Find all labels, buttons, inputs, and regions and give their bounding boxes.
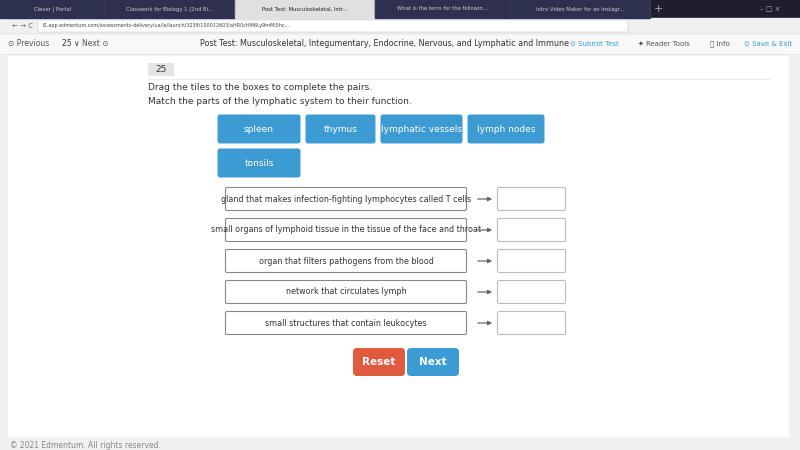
Text: lymph nodes: lymph nodes xyxy=(477,125,535,134)
FancyBboxPatch shape xyxy=(498,188,566,211)
Bar xyxy=(105,0,235,18)
Text: ← → C: ← → C xyxy=(12,23,33,29)
Text: tonsils: tonsils xyxy=(244,158,274,167)
Text: Post Test: Musculoskeletal, Integumentary, Endocrine, Nervous, and Lymphatic and: Post Test: Musculoskeletal, Integumentar… xyxy=(201,40,570,49)
FancyBboxPatch shape xyxy=(407,348,459,376)
Text: organ that filters pathogens from the blood: organ that filters pathogens from the bl… xyxy=(258,256,434,266)
Text: +: + xyxy=(654,4,662,14)
Text: Clever | Portal: Clever | Portal xyxy=(34,6,71,12)
FancyBboxPatch shape xyxy=(498,280,566,303)
FancyBboxPatch shape xyxy=(498,311,566,334)
Bar xyxy=(0,0,800,18)
FancyBboxPatch shape xyxy=(226,188,466,211)
Text: Intro Video Maker for an Instagr...: Intro Video Maker for an Instagr... xyxy=(536,6,624,12)
Text: © 2021 Edmentum. All rights reserved.: © 2021 Edmentum. All rights reserved. xyxy=(10,441,161,450)
FancyBboxPatch shape xyxy=(226,249,466,273)
Text: small structures that contain leukocytes: small structures that contain leukocytes xyxy=(265,319,427,328)
Text: spleen: spleen xyxy=(244,125,274,134)
Text: Match the parts of the lymphatic system to their function.: Match the parts of the lymphatic system … xyxy=(148,96,412,105)
Bar xyxy=(0,34,800,54)
Bar xyxy=(0,0,105,18)
Text: – □ ×: – □ × xyxy=(760,6,780,12)
FancyBboxPatch shape xyxy=(226,280,466,303)
Text: Drag the tiles to the boxes to complete the pairs.: Drag the tiles to the boxes to complete … xyxy=(148,82,372,91)
Text: Next ⊙: Next ⊙ xyxy=(82,40,109,49)
Text: 25 ∨: 25 ∨ xyxy=(62,40,80,49)
FancyBboxPatch shape xyxy=(218,114,301,144)
Text: Next: Next xyxy=(419,357,447,367)
Text: What is the term for the followin...: What is the term for the followin... xyxy=(397,6,488,12)
FancyBboxPatch shape xyxy=(498,249,566,273)
Text: f2.app.edmentum.com/assessments-delivery/ua/la/launch/3239/100012603/aHR0cHM6Ly9: f2.app.edmentum.com/assessments-delivery… xyxy=(43,23,290,28)
Text: ⊙ Save & Exit: ⊙ Save & Exit xyxy=(744,41,792,47)
FancyBboxPatch shape xyxy=(306,114,375,144)
Bar xyxy=(510,0,650,18)
Text: lymphatic vessels: lymphatic vessels xyxy=(381,125,462,134)
FancyBboxPatch shape xyxy=(381,114,462,144)
FancyBboxPatch shape xyxy=(226,311,466,334)
Text: ⊙ Submit Test: ⊙ Submit Test xyxy=(570,41,618,47)
Bar xyxy=(8,56,788,436)
Bar xyxy=(0,54,800,450)
Text: Classwork for Biology 1 (2nd Bi...: Classwork for Biology 1 (2nd Bi... xyxy=(126,6,214,12)
Text: small organs of lymphoid tissue in the tissue of the face and throat: small organs of lymphoid tissue in the t… xyxy=(211,225,481,234)
Text: ✦ Reader Tools: ✦ Reader Tools xyxy=(638,41,690,47)
Bar xyxy=(148,63,174,76)
Text: 25: 25 xyxy=(155,65,166,74)
Bar xyxy=(375,0,510,18)
Bar xyxy=(38,20,628,32)
FancyBboxPatch shape xyxy=(226,219,466,242)
Text: thymus: thymus xyxy=(323,125,358,134)
Text: Post Test: Musculoskeletal, Intr...: Post Test: Musculoskeletal, Intr... xyxy=(262,6,348,12)
FancyBboxPatch shape xyxy=(467,114,545,144)
Text: ⊙ Previous: ⊙ Previous xyxy=(8,40,50,49)
Text: ⓘ Info: ⓘ Info xyxy=(710,40,730,47)
FancyBboxPatch shape xyxy=(353,348,405,376)
Text: network that circulates lymph: network that circulates lymph xyxy=(286,288,406,297)
Text: gland that makes infection-fighting lymphocytes called T cells: gland that makes infection-fighting lymp… xyxy=(221,194,471,203)
FancyBboxPatch shape xyxy=(218,148,301,177)
Text: Reset: Reset xyxy=(362,357,396,367)
Bar xyxy=(0,18,800,34)
FancyBboxPatch shape xyxy=(498,219,566,242)
Bar xyxy=(235,0,375,18)
